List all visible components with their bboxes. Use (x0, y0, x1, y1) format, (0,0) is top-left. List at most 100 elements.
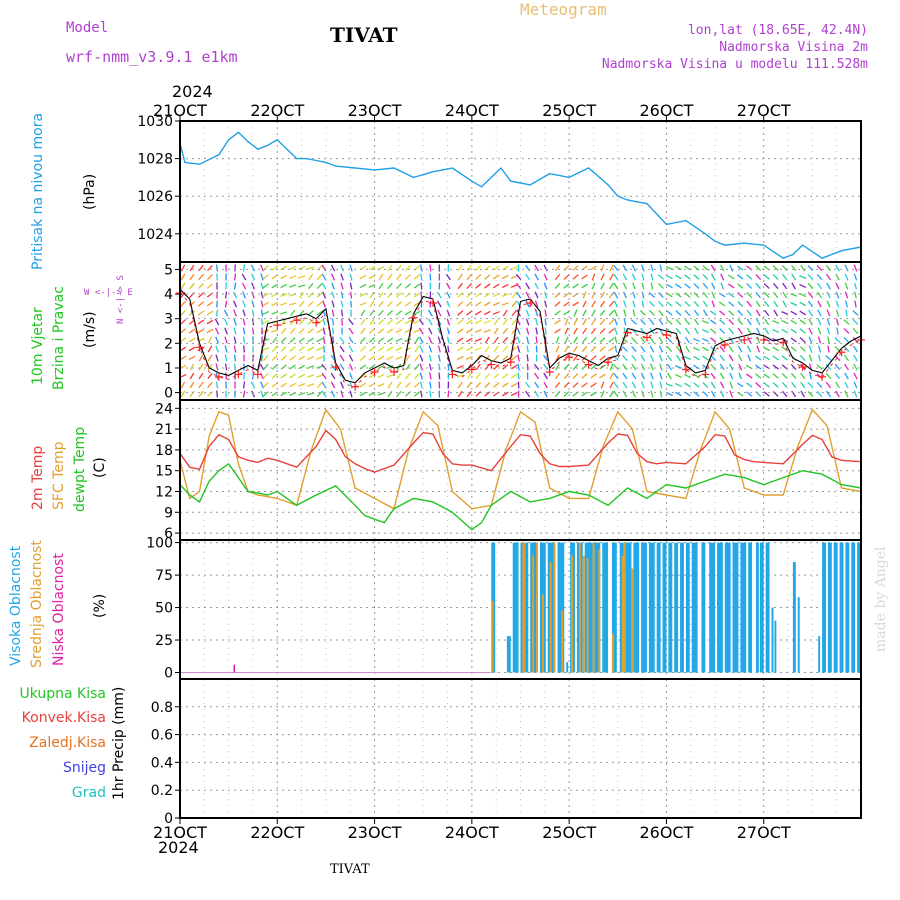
wind-arrow (745, 373, 753, 379)
wind-arrow (800, 390, 806, 398)
wind-arrow (702, 274, 709, 280)
wind-arrow (251, 273, 256, 281)
wind-arrow (650, 264, 654, 272)
wind-arrow (474, 338, 482, 342)
wind-arrow (799, 310, 807, 316)
wind-arrow (396, 381, 402, 389)
wind-arrow (649, 345, 655, 353)
wind-arrow (271, 382, 278, 388)
wind-arrow (631, 381, 637, 389)
wind-arrow (419, 345, 424, 353)
mid-cloud-bar (611, 633, 614, 673)
wind-arrow (207, 345, 213, 353)
wind-arrow (396, 273, 402, 281)
wind-arrow (262, 319, 270, 325)
mid-cloud-bar (561, 610, 564, 673)
wind-marker (740, 335, 749, 344)
wind-arrow (510, 284, 518, 288)
wind-arrow (322, 300, 326, 308)
wind-arrow (387, 264, 393, 272)
wind-arrow (737, 309, 744, 317)
wind-arrow (429, 300, 432, 308)
wind-arrow (693, 318, 699, 326)
location-altitude: Nadmorska Visina 2m (719, 40, 868, 55)
high-cloud-bar (594, 542, 601, 673)
wind-marker (506, 358, 515, 367)
wind-arrow (825, 381, 832, 389)
wind-arrow (835, 282, 840, 290)
wind-arrow (475, 264, 482, 272)
wind-arrow (799, 275, 807, 279)
wind-arrow (710, 273, 716, 281)
wind-arrow (348, 327, 354, 335)
wind-arrow (428, 363, 432, 371)
wind-arrow (377, 337, 385, 343)
wind-arrow (807, 391, 814, 397)
wind-arrow (781, 364, 788, 370)
wind-arrow (298, 346, 305, 352)
y-tick-label: 1 (164, 361, 173, 377)
wind-arrow (322, 336, 326, 344)
wind-arrow (648, 301, 655, 307)
wind-arrow (684, 292, 691, 298)
wind-marker (234, 370, 243, 379)
wind-arrow (525, 291, 530, 299)
model-label: Model (66, 20, 109, 36)
wind-arrow (684, 336, 690, 344)
wind-arrow (233, 318, 237, 326)
wind-arrow (573, 309, 578, 317)
wind-arrow (307, 291, 314, 299)
wind-arrow (746, 300, 752, 308)
wind-arrow (693, 283, 700, 289)
wind-arrow (298, 309, 305, 317)
wind-arrow (180, 346, 187, 352)
wind-arrow (484, 265, 491, 271)
wind-arrow (684, 274, 691, 280)
wind-arrow (675, 301, 682, 307)
wind-arrow (289, 355, 296, 361)
wind-arrow (413, 310, 421, 316)
wind-arrow (262, 283, 269, 289)
wind-arrow (622, 282, 628, 290)
wind-arrow (289, 382, 297, 388)
wind-arrow (756, 345, 761, 353)
wind-arrow (316, 273, 323, 281)
wind-marker (545, 367, 554, 376)
wind-arrow (826, 327, 831, 335)
wind-arrow (702, 382, 709, 388)
mid-cloud-bar (522, 542, 526, 673)
wind-arrow (631, 390, 636, 398)
wind-arrow (180, 309, 186, 317)
wind-arrow (224, 363, 228, 371)
wind-arrow (826, 300, 831, 308)
wind-arrow (554, 264, 561, 272)
wind-arrow (853, 273, 858, 281)
wind-arrow (736, 265, 744, 271)
wind-arrow (554, 292, 561, 298)
wind-arrow (600, 264, 605, 272)
wind-arrow (640, 354, 646, 362)
wind-arrow (260, 273, 264, 281)
wind-marker (779, 338, 788, 347)
wind-arrow (649, 309, 655, 317)
wind-arrow (675, 274, 682, 280)
wind-arrow (772, 364, 779, 370)
wind-arrow (339, 354, 345, 362)
wind-arrow (599, 373, 606, 379)
wind-arrow (573, 345, 579, 353)
wind-arrow (180, 273, 186, 281)
wind-arrow (321, 381, 327, 389)
wind-arrow (271, 274, 278, 280)
wind-arrow (180, 282, 186, 290)
wind-arrow (755, 282, 761, 290)
y-tick-label: 4 (164, 287, 173, 303)
wind-arrow (710, 390, 716, 398)
wind-arrow (608, 337, 615, 343)
wind-arrow (215, 354, 219, 362)
wind-arrow (763, 346, 771, 352)
wind-arrow (322, 291, 327, 299)
wind-arrow (413, 382, 420, 388)
mid-cloud-bar (592, 542, 595, 673)
wind-arrow (197, 292, 205, 298)
wind-arrow (799, 292, 807, 298)
